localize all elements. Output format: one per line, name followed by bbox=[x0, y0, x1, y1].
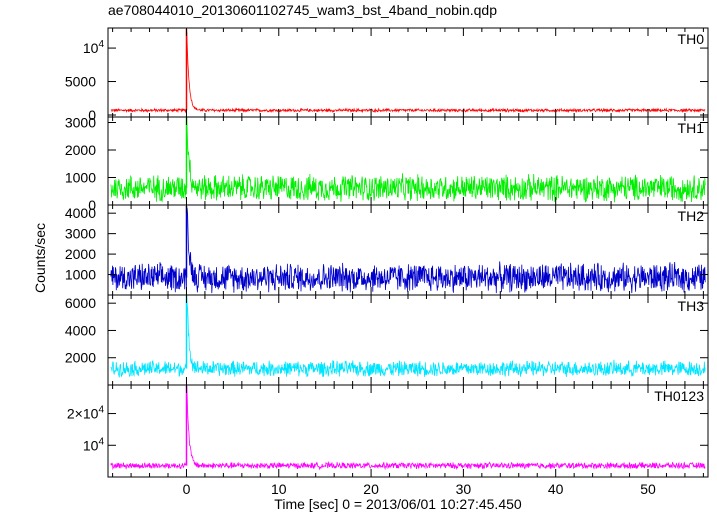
x-tick-label: 30 bbox=[456, 481, 472, 497]
y-tick-label: 104 bbox=[83, 39, 105, 56]
y-tick-label: 2000 bbox=[65, 350, 96, 366]
y-tick-label: 1000 bbox=[65, 170, 96, 186]
x-tick-label: 20 bbox=[363, 481, 379, 497]
panel-label-th2: TH2 bbox=[678, 208, 705, 224]
chart-title: ae708044010_20130601102745_wam3_bst_4ban… bbox=[108, 2, 497, 18]
y-tick-label: 0 bbox=[88, 197, 96, 213]
y-tick-label: 5000 bbox=[65, 74, 96, 90]
panel-label-th3: TH3 bbox=[678, 298, 705, 314]
x-tick-label: 10 bbox=[271, 481, 287, 497]
y-tick-label: 1000 bbox=[65, 267, 96, 283]
panel-label-th0: TH0 bbox=[678, 31, 705, 47]
x-tick-label: 0 bbox=[183, 481, 191, 497]
x-tick-label: 40 bbox=[548, 481, 564, 497]
series-line-th0 bbox=[110, 32, 706, 114]
panel-label-th0123: TH0123 bbox=[654, 388, 704, 404]
y-tick-label: 104 bbox=[83, 436, 105, 453]
y-tick-label: 2×104 bbox=[67, 405, 105, 422]
y-tick-label: 6000 bbox=[65, 295, 96, 311]
y-tick-label: 3000 bbox=[65, 115, 96, 131]
x-tick-label: 50 bbox=[640, 481, 656, 497]
y-tick-label: 2000 bbox=[65, 142, 96, 158]
series-line-th1 bbox=[110, 116, 706, 203]
y-tick-label: 4000 bbox=[65, 205, 96, 221]
y-tick-label: 3000 bbox=[65, 226, 96, 242]
series-line-th2 bbox=[110, 206, 706, 294]
series-line-th0123 bbox=[110, 385, 706, 471]
panel-label-th1: TH1 bbox=[678, 120, 705, 136]
x-axis-label: Time [sec] 0 = 2013/06/01 10:27:45.450 bbox=[274, 496, 522, 512]
panel-frame-th0 bbox=[107, 27, 709, 118]
y-tick-label: 4000 bbox=[65, 322, 96, 338]
y-tick-label: 0 bbox=[88, 107, 96, 123]
y-tick-label: 2000 bbox=[65, 246, 96, 262]
series-line-th3 bbox=[110, 294, 706, 378]
